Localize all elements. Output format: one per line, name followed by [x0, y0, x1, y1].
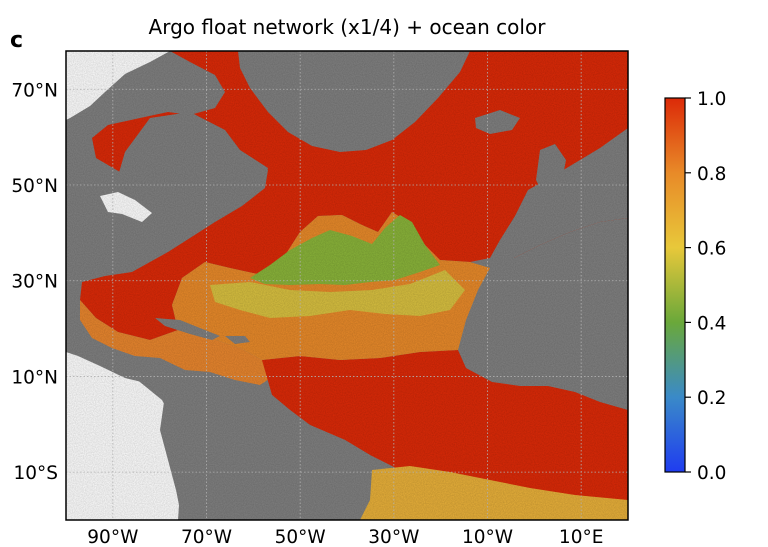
y-tick-label: 50°N [11, 176, 58, 197]
texture-overlay [66, 51, 628, 520]
x-tick-label: 10°E [559, 527, 603, 547]
colorbar-tick-label: 1.0 [697, 89, 726, 110]
y-tick-label: 30°N [11, 272, 58, 293]
x-axis: 90°W 70°W 50°W 30°W 10°W 10°E [87, 527, 603, 547]
y-tick-label: 70°N [11, 80, 58, 101]
colorbar-tick-label: 0.0 [697, 463, 726, 484]
colorbar-tick-label: 0.6 [697, 239, 726, 260]
x-tick-label: 90°W [87, 527, 138, 547]
map-frame [65, 50, 629, 521]
map-area [66, 51, 628, 520]
gridlines [66, 51, 628, 520]
chart-title: Argo float network (x1/4) + ocean color [148, 15, 546, 39]
x-tick-label: 10°W [462, 527, 513, 547]
y-tick-label: 10°S [13, 463, 58, 484]
x-tick-label: 70°W [181, 527, 232, 547]
colorbar-ticks: 1.0 0.8 0.6 0.4 0.2 0.0 [685, 89, 726, 484]
x-tick-label: 30°W [368, 527, 419, 547]
panel-label: c [10, 28, 24, 53]
colorbar-tick-label: 0.8 [697, 164, 726, 185]
colorbar-tick-label: 0.2 [697, 388, 726, 409]
colorbar [664, 97, 686, 473]
colorbar-tick-label: 0.4 [697, 313, 726, 334]
y-axis: 70°N 50°N 30°N 10°N 10°S [11, 80, 58, 484]
y-tick-label: 10°N [11, 367, 58, 388]
x-tick-label: 50°W [275, 527, 326, 547]
